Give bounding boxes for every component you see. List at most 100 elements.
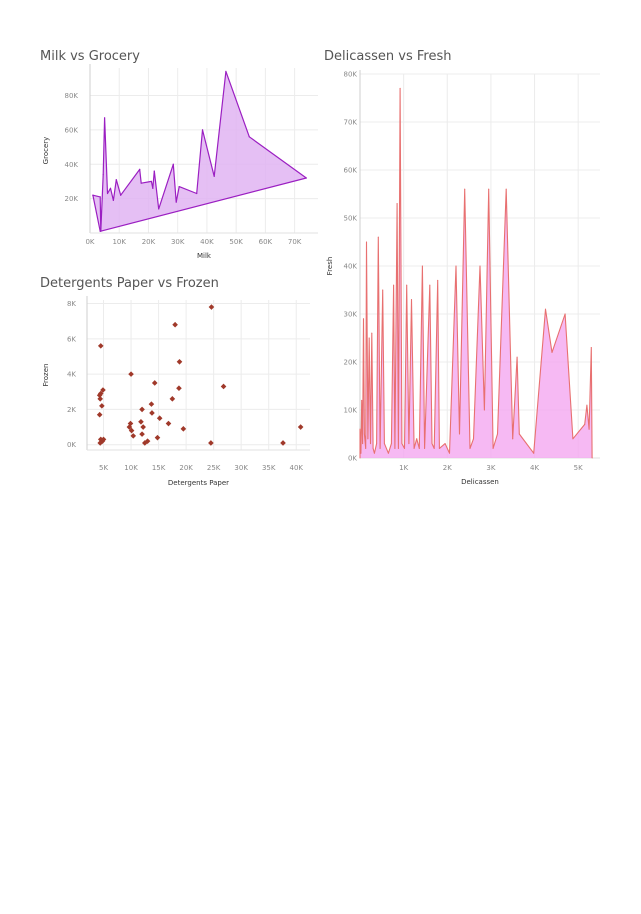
delicassen-fresh-point <box>479 265 481 267</box>
detergents-frozen-point <box>156 415 163 422</box>
delicassen-fresh-point <box>382 289 384 291</box>
milk-grocery-point <box>178 185 180 188</box>
detergents-frozen-ytick-label: 6K <box>67 335 76 343</box>
delicassen-fresh-xtick-label: 4K <box>530 464 539 472</box>
delicassen-fresh-point <box>390 443 392 445</box>
detergents-frozen-point <box>126 424 133 430</box>
delicassen-fresh-point <box>406 284 408 286</box>
detergents-frozen-point <box>297 424 304 430</box>
delicassen-fresh-point <box>586 404 588 406</box>
delicassen-fresh-point <box>367 438 369 440</box>
delicassen-fresh-y-axis-label: Fresh <box>326 257 334 276</box>
detergents-frozen-point <box>97 396 104 402</box>
milk-grocery-x-axis-label: Milk <box>197 252 212 260</box>
delicassen-fresh-xtick-label: 3K <box>486 464 495 472</box>
delicassen-fresh-ytick-label: 0K <box>348 455 357 463</box>
delicassen-fresh-point <box>383 443 385 445</box>
delicassen-fresh-point <box>360 452 362 454</box>
detergents-frozen-point <box>96 411 103 418</box>
detergents-frozen-point <box>148 401 155 407</box>
milk-grocery-point <box>102 173 104 176</box>
milk-grocery-point <box>225 70 227 73</box>
delicassen-fresh-point <box>572 438 574 440</box>
delicassen-fresh-point <box>399 87 401 89</box>
delicassen-fresh-point <box>373 452 375 454</box>
delicassen-fresh-point <box>413 447 415 449</box>
milk-grocery-ytick-label: 60K <box>65 126 79 134</box>
delicassen-fresh-point <box>492 447 494 449</box>
delicassen-fresh-point <box>448 452 450 454</box>
detergents-frozen-xtick-label: 40K <box>289 464 303 472</box>
milk-grocery-point <box>172 163 174 165</box>
detergents-frozen-point <box>128 427 135 434</box>
detergents-frozen-point <box>96 392 103 399</box>
delicassen-fresh-point <box>379 447 381 449</box>
milk-grocery-point <box>109 187 112 189</box>
milk-grocery-point <box>112 199 114 201</box>
delicassen-fresh-point <box>429 284 431 286</box>
delicassen-fresh-point <box>518 433 520 435</box>
milk-grocery-point <box>201 129 204 131</box>
delicassen-fresh-point <box>512 438 514 440</box>
detergents-frozen-point <box>97 343 104 349</box>
detergents-frozen-point <box>165 420 172 427</box>
delicassen-fresh-point <box>438 447 440 449</box>
delicassen-fresh-point <box>584 423 586 425</box>
delicassen-fresh-x-axis-label: Delicassen <box>461 478 499 486</box>
detergents-frozen-xtick-label: 25K <box>207 464 221 472</box>
milk-grocery-point <box>213 175 215 177</box>
delicassen-fresh-point <box>393 284 395 286</box>
delicassen-fresh-point <box>433 447 435 449</box>
detergents-frozen-point <box>130 433 137 439</box>
delicassen-fresh-point <box>397 447 399 449</box>
delicassen-fresh-ytick-label: 50K <box>344 215 358 223</box>
milk-grocery-xtick-label: 60K <box>259 238 273 246</box>
detergents-frozen-xtick-label: 35K <box>262 464 276 472</box>
detergents-frozen-point <box>280 440 286 446</box>
milk-grocery-ytick-label: 80K <box>65 92 79 100</box>
delicassen-fresh-ytick-label: 60K <box>344 167 358 175</box>
detergents-frozen-point <box>176 358 183 365</box>
detergents-frozen-point <box>97 440 104 446</box>
delicassen-fresh-point <box>564 313 566 315</box>
delicassen-fresh-point <box>458 433 460 435</box>
milk-grocery-point <box>115 179 117 181</box>
detergents-frozen-point <box>149 410 155 416</box>
milk-grocery-point <box>305 177 307 179</box>
delicassen-fresh-point <box>401 443 403 445</box>
milk-grocery-point <box>152 187 154 189</box>
delicassen-fresh-ytick-label: 10K <box>344 407 358 415</box>
milk-grocery-point <box>248 136 250 138</box>
detergents-frozen-ytick-label: 4K <box>67 371 76 379</box>
milk-grocery-point <box>196 192 198 195</box>
delicassen-fresh-point <box>362 443 364 445</box>
delicassen-fresh-point <box>377 236 379 238</box>
delicassen-fresh-xtick-label: 1K <box>399 464 408 472</box>
delicassen-fresh-point <box>376 443 378 445</box>
delicassen-fresh-point <box>396 203 398 205</box>
delicassen-fresh-point <box>366 241 368 243</box>
delicassen-fresh-point <box>431 443 433 445</box>
delicassen-fresh-xtick-label: 2K <box>443 464 452 472</box>
milk-grocery-point <box>106 192 109 195</box>
delicassen-fresh-ytick-label: 80K <box>344 71 358 79</box>
delicassen-fresh-ytick-label: 70K <box>344 119 358 127</box>
milk-grocery-point <box>99 196 101 198</box>
delicassen-fresh-point <box>590 347 592 349</box>
delicassen-fresh-ytick-label: 40K <box>344 263 358 271</box>
delicassen-fresh-point <box>394 447 396 449</box>
delicassen-fresh-ytick-label: 30K <box>344 311 358 319</box>
delicassen-fresh-point <box>464 188 466 190</box>
detergents-frozen-point <box>176 385 182 392</box>
delicassen-fresh-line <box>359 87 593 459</box>
detergents-frozen-point <box>139 406 145 413</box>
delicassen-fresh-point <box>533 452 535 454</box>
milk-grocery-xtick-label: 40K <box>200 238 214 246</box>
milk-grocery-point <box>99 230 101 232</box>
detergents-frozen-xtick-label: 15K <box>152 464 166 472</box>
detergents-frozen-point <box>220 383 227 390</box>
milk-grocery-point <box>139 168 141 171</box>
delicassen-fresh-point <box>488 188 490 190</box>
delicassen-fresh-point <box>408 443 410 445</box>
